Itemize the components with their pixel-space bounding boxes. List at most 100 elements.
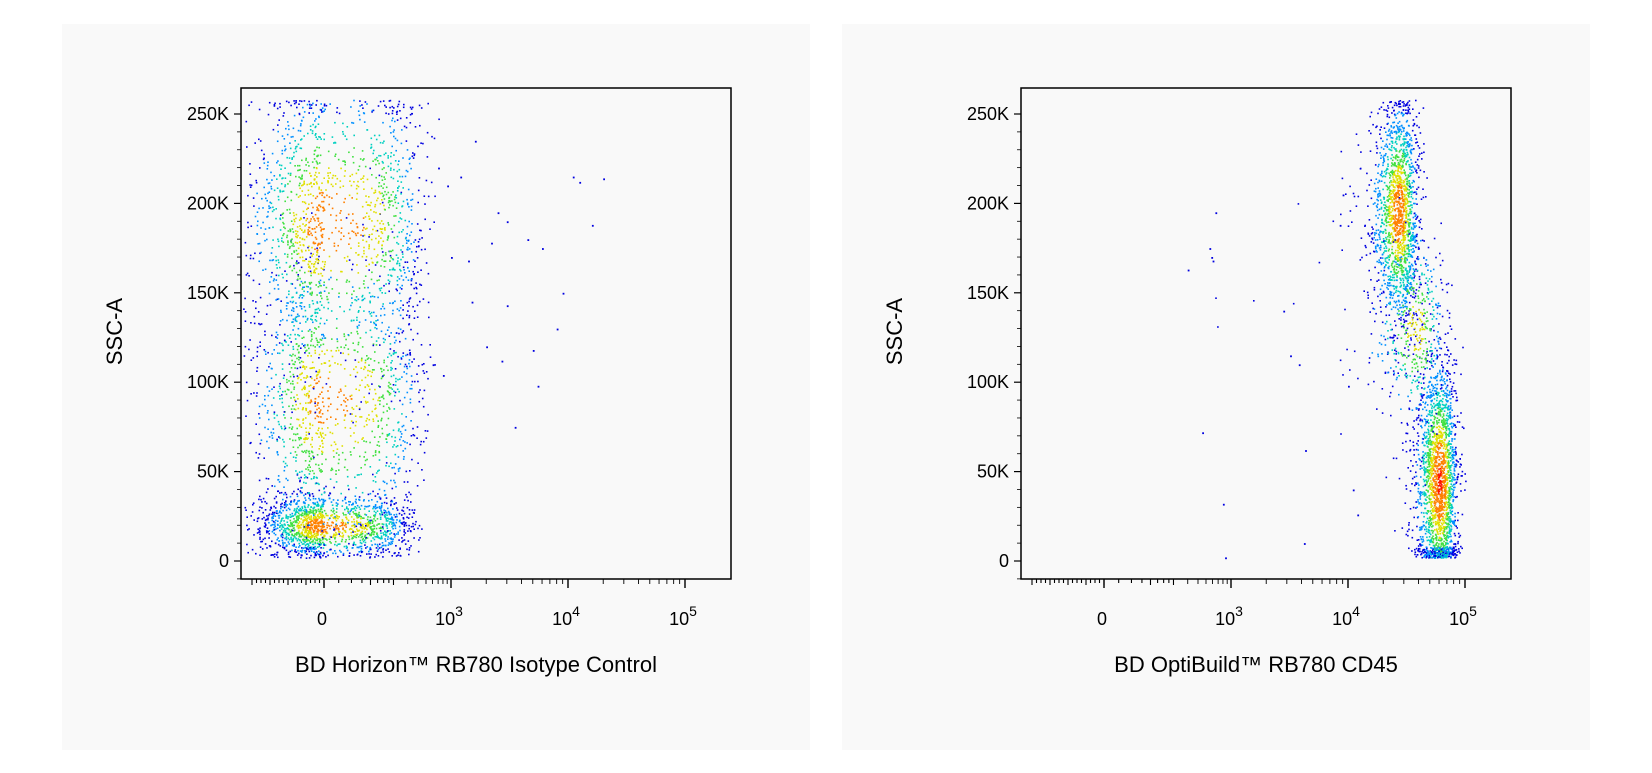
event-point [308,524,311,526]
event-point [383,167,385,169]
event-point [315,547,317,550]
event-point [298,535,301,538]
event-point [399,217,401,219]
event-point [371,271,373,274]
event-point [384,209,386,211]
event-point [271,516,274,519]
event-point [406,481,409,483]
event-point [348,151,350,154]
event-point [286,521,289,523]
event-point [383,228,386,230]
event-point [1398,135,1400,137]
event-point [305,525,307,527]
y-tick-label: 0 [219,551,229,571]
event-point [299,302,302,304]
event-point [293,388,295,390]
event-point [271,388,273,390]
event-point [302,520,305,522]
event-point [284,390,286,393]
event-point [277,195,280,198]
event-point [362,107,364,109]
event-point [328,497,331,500]
event-point [263,162,266,164]
event-point [370,375,372,378]
event-point [296,474,299,476]
event-point [399,438,401,441]
event-point [308,183,311,185]
event-point [370,147,372,149]
event-point [299,100,301,102]
event-point [245,120,248,123]
event-point [373,225,376,228]
event-point [325,512,327,515]
event-point [395,194,397,197]
event-point [1403,195,1406,198]
event-point [361,438,363,440]
event-point [361,299,363,302]
event-point [259,252,261,255]
event-point [360,536,363,539]
event-point [372,420,375,422]
event-point [438,167,440,170]
event-point [406,442,408,444]
event-point [270,524,272,527]
event-point [324,434,327,436]
event-point [309,499,312,501]
event-point [422,440,425,443]
event-point [1377,199,1379,202]
event-point [1406,283,1408,286]
event-point [1399,233,1402,235]
event-point [316,209,318,211]
event-point [387,237,389,239]
event-point [298,438,301,441]
event-point [385,523,388,525]
event-point [300,360,303,363]
event-point [399,212,402,214]
event-point [396,235,399,238]
event-point [335,452,338,454]
event-point [335,526,337,528]
event-point [313,529,316,532]
event-point [408,270,410,272]
event-point [1406,112,1408,115]
event-point [361,527,364,530]
event-point [427,195,430,198]
event-point [387,520,389,522]
event-point [282,344,284,347]
event-point [308,492,310,494]
event-point [305,164,307,166]
event-point [342,185,345,187]
event-point [419,283,421,286]
event-point [390,543,392,546]
event-point [387,538,389,540]
event-point [313,476,315,478]
event-point [308,249,310,252]
event-point [1402,226,1405,228]
event-point [369,388,371,391]
event-point [249,339,251,341]
event-point [361,539,364,541]
event-point [391,542,393,545]
event-point [352,408,355,410]
event-point [293,251,296,253]
event-point [355,502,357,504]
event-point [305,476,307,478]
event-point [377,441,380,443]
event-point [298,356,300,359]
event-point [1388,314,1391,316]
event-point [393,503,396,505]
event-point [304,517,307,519]
event-point [339,525,341,527]
event-point [377,470,379,472]
event-point [313,183,315,185]
event-point [317,523,320,525]
event-point [374,392,377,395]
event-point [301,337,303,339]
event-point [329,478,332,480]
event-point [321,236,324,239]
event-point [413,512,415,514]
event-point [384,338,386,341]
event-point [1340,213,1342,216]
event-point [282,217,284,219]
event-point [273,278,275,280]
